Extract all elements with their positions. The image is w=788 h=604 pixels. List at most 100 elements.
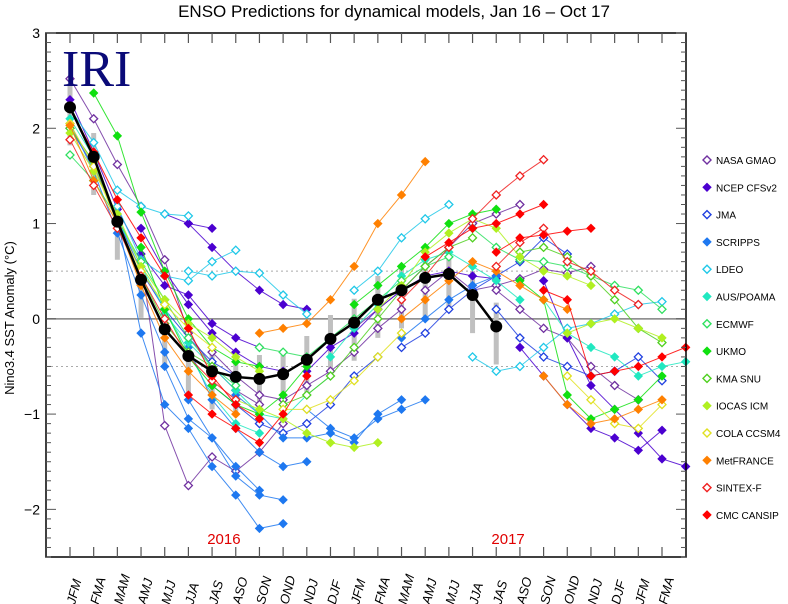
model-data-point bbox=[491, 276, 501, 286]
x-tick-label: JJA bbox=[182, 581, 202, 604]
model-data-point bbox=[112, 131, 123, 141]
model-data-point bbox=[491, 304, 502, 315]
model-data-point bbox=[515, 252, 525, 262]
iri-logo: IRI bbox=[62, 41, 131, 98]
model-data-point bbox=[231, 423, 241, 434]
x-tick-label: JFM bbox=[347, 577, 368, 604]
model-data-point bbox=[231, 461, 241, 472]
ensemble-mean-point bbox=[229, 370, 242, 383]
legend-item: COLA CCSM4 bbox=[702, 428, 781, 440]
model-data-point bbox=[301, 380, 312, 391]
x-tick-label: MAM bbox=[395, 572, 417, 604]
x-tick-label: SON bbox=[253, 574, 275, 604]
legend-item: UKMO bbox=[702, 346, 746, 358]
model-data-point bbox=[491, 366, 502, 377]
ensemble-mean-point bbox=[206, 365, 219, 378]
model-data-point bbox=[183, 266, 194, 277]
model-data-point bbox=[609, 366, 620, 376]
ensemble-mean-point bbox=[419, 271, 432, 284]
model-data-point bbox=[657, 304, 667, 315]
model-data-point bbox=[491, 190, 502, 200]
model-data-point bbox=[633, 299, 644, 310]
model-data-point bbox=[515, 280, 525, 291]
model-data-point bbox=[633, 404, 644, 415]
x-tick-label: SON bbox=[537, 574, 559, 604]
model-series-line bbox=[306, 399, 426, 439]
model-data-point bbox=[515, 209, 525, 219]
x-tick-label: DJF bbox=[324, 578, 345, 604]
legend-label: KMA SNU bbox=[716, 374, 761, 385]
model-data-point bbox=[538, 266, 549, 276]
y-tick-label: 0 bbox=[32, 311, 40, 327]
model-data-point bbox=[420, 252, 430, 262]
filled-diamond-icon bbox=[702, 510, 712, 520]
model-series-line bbox=[188, 223, 307, 310]
model-data-point bbox=[657, 399, 667, 410]
x-tick-label: OND bbox=[561, 574, 583, 604]
model-data-point bbox=[231, 399, 241, 410]
model-data-point bbox=[349, 433, 359, 443]
model-data-point bbox=[396, 328, 407, 339]
model-data-point bbox=[444, 218, 454, 229]
filled-diamond-icon bbox=[702, 455, 712, 466]
ensemble-mean-point bbox=[490, 320, 503, 333]
model-data-point bbox=[586, 423, 596, 434]
model-data-point bbox=[657, 352, 667, 362]
model-data-point bbox=[586, 371, 596, 381]
ensemble-mean-point bbox=[277, 368, 290, 381]
y-tick-label: 2 bbox=[32, 120, 40, 136]
model-data-point bbox=[231, 409, 241, 419]
model-data-point bbox=[302, 371, 312, 381]
model-data-point bbox=[301, 404, 312, 415]
model-data-point bbox=[373, 304, 383, 314]
model-series-line bbox=[116, 206, 236, 282]
model-data-point bbox=[586, 394, 596, 405]
x-tick-label: JAS bbox=[205, 579, 226, 604]
legend-label: LDEO bbox=[716, 265, 743, 276]
model-data-point bbox=[160, 271, 170, 281]
model-data-point bbox=[254, 342, 265, 353]
model-data-point bbox=[159, 313, 170, 324]
model-data-point bbox=[136, 328, 146, 338]
model-series-line bbox=[401, 261, 568, 320]
model-data-point bbox=[538, 342, 549, 353]
model-data-point bbox=[231, 352, 241, 362]
model-data-point bbox=[562, 256, 573, 267]
legend-label: ECMWF bbox=[716, 320, 754, 331]
model-series-line bbox=[187, 347, 307, 468]
model-data-point bbox=[562, 328, 572, 338]
model-series-line bbox=[93, 92, 260, 367]
x-tick-label: MJJ bbox=[442, 578, 463, 604]
model-data-point bbox=[159, 420, 170, 431]
model-data-point bbox=[538, 371, 549, 381]
model-series-line bbox=[495, 308, 663, 382]
model-data-point bbox=[278, 323, 288, 334]
model-data-point bbox=[562, 361, 573, 372]
model-data-point bbox=[586, 380, 596, 391]
model-data-point bbox=[515, 233, 525, 243]
model-data-point bbox=[396, 261, 407, 272]
model-data-point bbox=[278, 418, 289, 429]
x-tick-label: JAS bbox=[489, 579, 510, 604]
model-series-line bbox=[259, 161, 426, 334]
model-data-point bbox=[515, 361, 525, 372]
x-tick-label: ASO bbox=[513, 575, 535, 604]
model-data-point bbox=[325, 342, 336, 353]
model-data-point bbox=[254, 404, 265, 415]
model-data-point bbox=[657, 395, 667, 405]
x-tick-label: ASO bbox=[229, 575, 251, 604]
plot-frame bbox=[45, 32, 687, 558]
ensemble-mean-point bbox=[466, 289, 479, 301]
model-data-point bbox=[467, 271, 478, 281]
model-data-point bbox=[254, 418, 265, 429]
filled-diamond-icon bbox=[702, 237, 712, 247]
model-data-point bbox=[373, 437, 383, 448]
x-tick-label: OND bbox=[277, 574, 299, 604]
model-data-point bbox=[207, 433, 217, 443]
model-data-point bbox=[254, 490, 265, 500]
x-tick-label: NDJ bbox=[584, 577, 605, 604]
model-data-point bbox=[88, 137, 99, 148]
model-data-point bbox=[373, 280, 383, 291]
model-data-point bbox=[562, 271, 572, 281]
